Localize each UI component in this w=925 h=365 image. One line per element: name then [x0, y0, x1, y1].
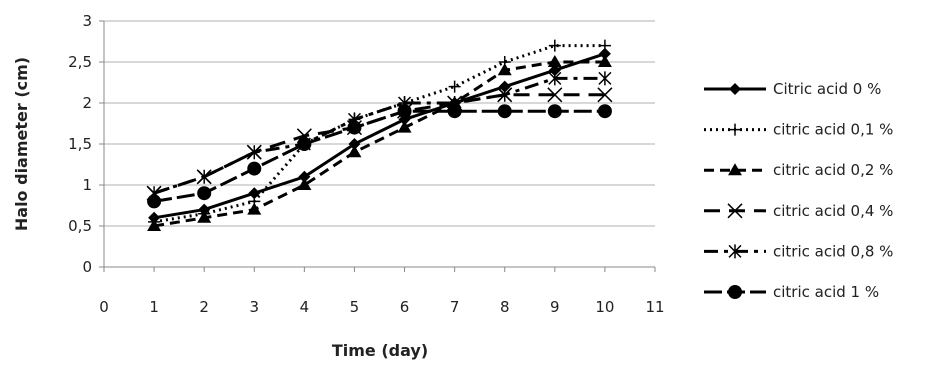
- data-point: [498, 87, 512, 102]
- data-point: [348, 138, 361, 150]
- grid: [104, 20, 655, 227]
- x-tick-label: 1: [149, 298, 159, 316]
- series-line: [153, 76, 605, 195]
- y-tick-label: 0,5: [68, 217, 92, 235]
- data-point: [347, 145, 362, 158]
- x-tick-label: 5: [350, 298, 360, 316]
- data-point: [547, 87, 563, 103]
- y-tick-label: 2: [82, 94, 92, 112]
- legend-label: citric acid 0,2 %: [773, 161, 893, 179]
- series-line: [153, 44, 605, 224]
- legend-marker: [728, 163, 742, 176]
- legend-marker: [729, 123, 741, 136]
- data-point: [598, 71, 612, 86]
- legend-label: citric acid 1 %: [773, 283, 879, 301]
- data-point: [548, 71, 562, 86]
- data-point: [347, 120, 362, 135]
- y-tick-label: 1,5: [68, 135, 92, 153]
- data-point: [197, 210, 212, 223]
- data-point: [397, 120, 412, 133]
- x-tick-label: 6: [400, 298, 410, 316]
- data-point: [297, 178, 312, 190]
- data-point: [248, 187, 261, 200]
- x-tick-label: 4: [300, 298, 310, 316]
- axes: 0 0,5 1 1,5 2 2,5 3 0 1 2 3 4 5 6 7 8 9 10 11: [68, 12, 664, 316]
- data-point: [548, 64, 561, 77]
- legend-label: citric acid 0,8 %: [773, 242, 893, 260]
- x-tick-label: 8: [500, 298, 510, 316]
- legend-marker: [729, 83, 741, 95]
- x-tick-label: 2: [199, 298, 209, 316]
- data-point: [598, 47, 611, 60]
- y-tick-label: 1: [82, 176, 92, 194]
- legend-label: citric acid 0,4 %: [773, 202, 893, 220]
- data-point: [448, 80, 461, 93]
- x-tick-label: 9: [550, 298, 560, 316]
- data-point: [498, 80, 511, 93]
- data-point: [247, 161, 262, 176]
- y-tick-label: 2,5: [68, 53, 92, 71]
- x-tick-label: 3: [249, 298, 259, 316]
- series-line: [153, 109, 605, 203]
- data-point: [298, 170, 311, 183]
- data-point: [297, 137, 312, 151]
- data-point: [247, 202, 262, 215]
- data-point: [197, 169, 211, 184]
- data-point: [497, 63, 512, 76]
- legend-marker: [728, 285, 742, 299]
- data-point: [597, 87, 613, 103]
- data-point: [597, 104, 612, 119]
- x-tick-label: 10: [595, 298, 614, 316]
- x-axis-title: Time (day): [332, 341, 428, 360]
- y-axis-title: Halo diameter (cm): [12, 57, 31, 231]
- data-point: [147, 219, 162, 231]
- data-point: [547, 104, 562, 119]
- data-point: [147, 194, 162, 209]
- data-point: [397, 104, 412, 119]
- series-line: [153, 60, 605, 228]
- x-tick-label: 11: [645, 298, 664, 316]
- data-point: [497, 104, 512, 119]
- legend-label: citric acid 0,1 %: [773, 121, 893, 139]
- legend-marker: [728, 244, 742, 259]
- legend-label: Citric acid 0 %: [773, 80, 881, 98]
- data-point: [197, 186, 212, 201]
- y-tick-label: 0: [82, 258, 92, 276]
- series-lines: [146, 39, 613, 231]
- data-point: [547, 55, 562, 67]
- data-point: [447, 104, 462, 119]
- data-point: [598, 39, 611, 52]
- legend-marker: [727, 203, 743, 219]
- data-point: [247, 145, 261, 160]
- legend: Citric acid 0 % citric acid 0,1 % citric a…: [704, 80, 893, 301]
- x-tick-label: 0: [99, 298, 109, 316]
- x-tick-label: 7: [450, 298, 460, 316]
- data-point: [597, 55, 612, 67]
- y-tick-label: 3: [82, 12, 92, 30]
- data-point: [548, 39, 561, 52]
- series-line: [153, 52, 606, 220]
